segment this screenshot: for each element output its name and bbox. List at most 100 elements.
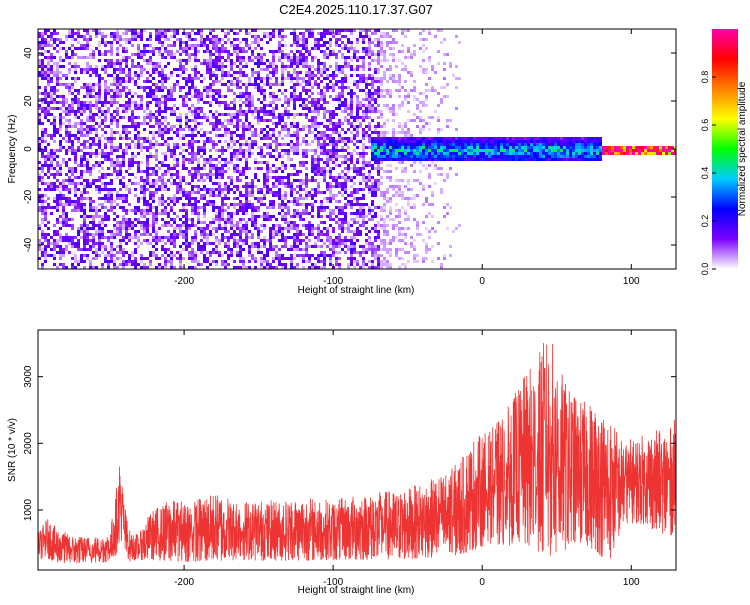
spectrogram-cell	[296, 200, 299, 203]
spectrogram-cell	[332, 197, 335, 200]
spectrogram-cell	[59, 146, 62, 149]
spectrogram-cell	[287, 185, 290, 188]
spectrogram-cell	[203, 164, 206, 167]
spectrogram-cell	[371, 167, 374, 170]
spectrogram-cell	[74, 122, 77, 125]
spectrogram-cell	[98, 89, 101, 92]
spectrogram-cell	[116, 170, 119, 173]
spectrogram-cell	[80, 170, 83, 173]
spectrogram-cell	[341, 41, 344, 44]
spectrogram-cell	[323, 170, 326, 173]
spectrogram-cell	[137, 86, 140, 89]
spectrogram-cell	[230, 221, 233, 224]
spectrogram-cell	[218, 182, 221, 185]
spectrogram-cell	[290, 92, 293, 95]
spectrogram-cell	[326, 152, 329, 155]
spectrogram-cell	[287, 257, 290, 260]
spectrogram-cell	[293, 203, 296, 206]
spectrogram-cell	[368, 239, 371, 242]
spectrogram-cell	[173, 98, 176, 101]
spectrogram-cell	[65, 239, 68, 242]
spectrogram-cell	[197, 260, 200, 263]
spectrogram-cell	[209, 164, 212, 167]
spectrogram-cell	[164, 263, 167, 266]
spectrogram-cell	[251, 212, 254, 215]
spectrogram-cell	[50, 92, 53, 95]
spectrogram-cell	[158, 113, 161, 116]
spectrogram-cell	[344, 161, 347, 164]
spectrogram-cell	[230, 59, 233, 62]
spectrogram-cell	[200, 188, 203, 191]
spectrogram-cell	[350, 137, 353, 140]
spectrogram-cell	[335, 206, 338, 209]
spectrogram-cell	[371, 131, 374, 134]
spectrogram-cell	[122, 116, 125, 119]
spectrogram-cell	[191, 131, 194, 134]
spectrogram-cell	[311, 158, 314, 161]
spectrogram-cell	[95, 74, 98, 77]
spectrogram-cell	[128, 56, 131, 59]
spectrogram-cell	[212, 203, 215, 206]
spectrogram-cell	[320, 266, 323, 269]
spectrogram-cell	[365, 35, 368, 38]
spectrogram-cell	[215, 47, 218, 50]
spectrogram-cell	[284, 266, 287, 269]
spectrogram-cell	[137, 209, 140, 212]
spectrogram-cell	[128, 254, 131, 257]
spectrogram-cell	[179, 188, 182, 191]
spectrogram-cell	[185, 236, 188, 239]
spectrogram-cell	[245, 62, 248, 65]
spectrogram-cell	[95, 101, 98, 104]
spectrogram-cell	[38, 71, 41, 74]
spectrogram-cell	[68, 68, 71, 71]
spectrogram-cell	[65, 224, 68, 227]
spectrogram-cell	[152, 230, 155, 233]
spectrogram-cell	[359, 206, 362, 209]
spectrogram-cell	[260, 86, 263, 89]
spectrogram-cell	[74, 167, 77, 170]
spectrogram-cell	[251, 194, 254, 197]
spectrogram-cell	[323, 167, 326, 170]
spectrogram-cell	[206, 233, 209, 236]
spectrogram-cell	[239, 233, 242, 236]
spectrogram-cell	[227, 131, 230, 134]
spectrogram-cell	[92, 209, 95, 212]
spectrogram-cell	[65, 140, 68, 143]
spectrogram-cell	[248, 77, 251, 80]
spectrogram-cell	[86, 233, 89, 236]
spectrogram-cell	[107, 59, 110, 62]
spectrogram-cell	[65, 173, 68, 176]
spectrogram-cell	[158, 122, 161, 125]
spectrogram-cell	[239, 194, 242, 197]
spectrogram-cell	[245, 101, 248, 104]
spectrogram-cell	[119, 137, 122, 140]
spectrogram-cell	[230, 131, 233, 134]
spectrogram-cell	[284, 203, 287, 206]
spectrogram-cell	[77, 245, 80, 248]
spectrogram-cell	[74, 161, 77, 164]
spectrogram-cell	[188, 77, 191, 80]
spectrogram-cell	[197, 98, 200, 101]
spectrogram-cell	[239, 80, 242, 83]
spectrogram-cell	[110, 233, 113, 236]
spectrogram-cell	[119, 155, 122, 158]
spectrogram-cell	[134, 206, 137, 209]
spectrogram-cell	[308, 221, 311, 224]
spectrogram-cell	[356, 221, 359, 224]
spectrogram-cell	[92, 116, 95, 119]
spectrogram-cell	[104, 152, 107, 155]
spectrogram-cell	[293, 224, 296, 227]
spectrogram-cell	[50, 161, 53, 164]
spectrogram-cell	[371, 185, 374, 188]
spectrogram-cell	[230, 137, 233, 140]
spectrogram-cell	[341, 80, 344, 83]
spectrogram-cell	[119, 38, 122, 41]
spectrogram-cell	[338, 98, 341, 101]
spectrogram-cell	[143, 200, 146, 203]
spectrogram-cell	[281, 227, 284, 230]
spectrogram-cell	[65, 131, 68, 134]
spectrogram-cell	[95, 233, 98, 236]
spectrogram-cell	[314, 83, 317, 86]
spectrogram-cell	[98, 32, 101, 35]
